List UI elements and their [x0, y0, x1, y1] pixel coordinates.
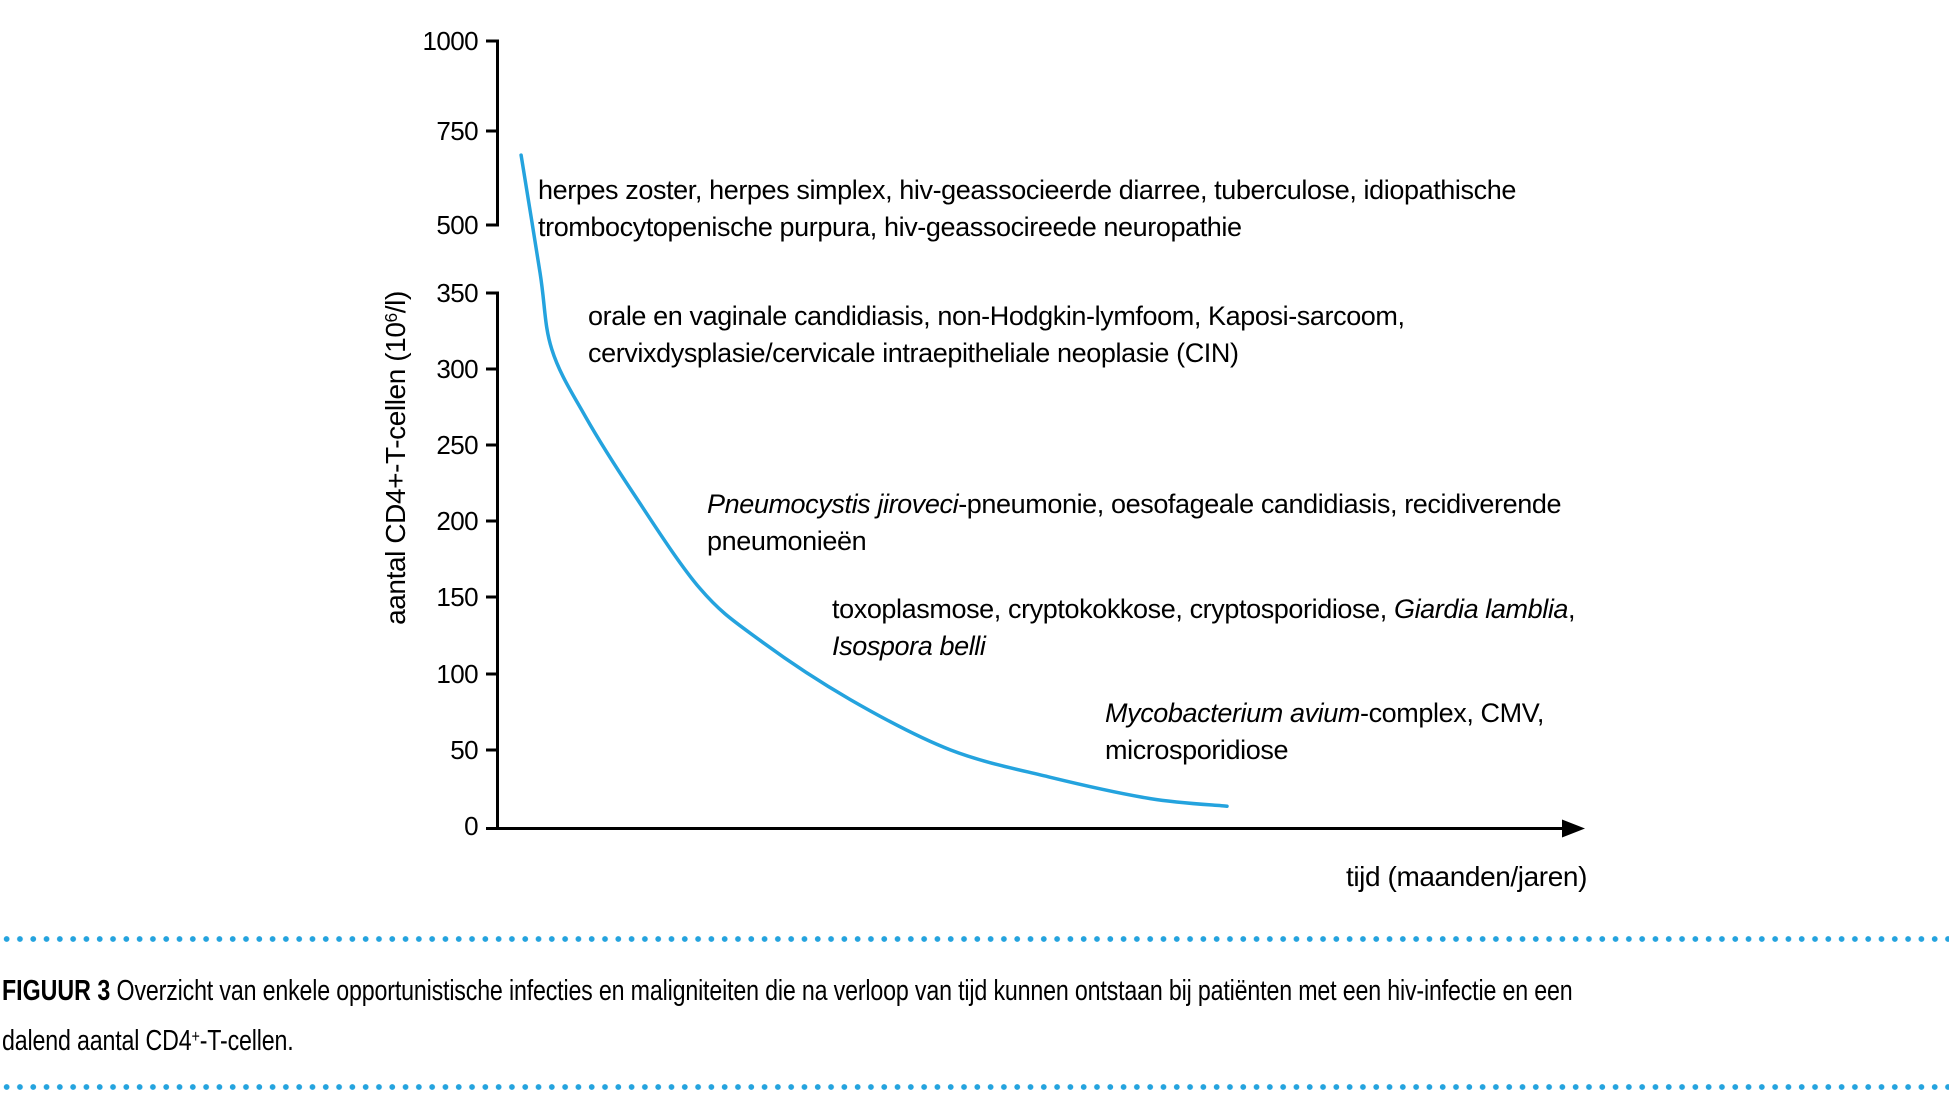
annotation-line: Isospora belli — [832, 631, 986, 661]
annotation-line: Pneumocystis jiroveci-pneumonie, oesofag… — [707, 489, 1562, 519]
y-tick-label: 50 — [450, 735, 478, 765]
y-axis-upper-segment — [486, 39, 499, 227]
y-tick-label: 350 — [436, 278, 478, 308]
y-tick-label: 0 — [464, 811, 478, 841]
chart-canvas — [486, 39, 1585, 838]
annotation-line: pneumonieën — [707, 526, 867, 556]
infection-annotation: orale en vaginale candidiasis, non-Hodgk… — [588, 298, 1405, 372]
annotation-line: microsporidiose — [1105, 735, 1289, 765]
infection-annotation: herpes zoster, herpes simplex, hiv-geass… — [538, 172, 1516, 246]
infection-annotation: Pneumocystis jiroveci-pneumonie, oesofag… — [707, 486, 1561, 560]
annotation-line: trombocytopenische purpura, hiv-geassoci… — [538, 212, 1242, 242]
y-tick-label: 500 — [436, 210, 478, 240]
figure-caption: FIGUUR 3 Overzicht van enkele opportunis… — [2, 975, 1573, 1057]
y-tick-label: 1000 — [422, 26, 479, 56]
y-tick-label: 150 — [436, 582, 478, 612]
y-tick-label: 250 — [436, 430, 478, 460]
separator-dotted-bottom — [0, 1083, 1949, 1091]
annotation-line: Mycobacterium avium-complex, CMV, — [1105, 698, 1544, 728]
y-tick-marks — [486, 367, 498, 752]
y-tick-label: 300 — [436, 354, 478, 384]
infection-annotation: toxoplasmose, cryptokokkose, cryptospori… — [832, 591, 1576, 665]
y-tick-label: 750 — [436, 116, 478, 146]
y-axis-title: aantal CD4+-T-cellen (106/l) — [380, 291, 411, 625]
cd4-decline-curve — [519, 153, 1229, 808]
annotation-line: toxoplasmose, cryptokokkose, cryptospori… — [832, 594, 1576, 624]
y-tick-label: 200 — [436, 506, 478, 536]
annotation-line: cervixdysplasie/cervicale intraepithelia… — [588, 338, 1239, 368]
y-axis-lower-segment — [486, 291, 499, 829]
infection-annotation: Mycobacterium avium-complex, CMV, microsp… — [1105, 695, 1544, 769]
x-axis-arrowhead-icon — [1562, 819, 1585, 838]
y-tick-label: 100 — [436, 659, 478, 689]
annotation-line: orale en vaginale candidiasis, non-Hodgk… — [588, 301, 1405, 331]
separator-dotted-top — [0, 935, 1949, 943]
annotation-line: herpes zoster, herpes simplex, hiv-geass… — [538, 175, 1516, 205]
x-axis-title: tijd (maanden/jaren) — [1345, 861, 1587, 892]
